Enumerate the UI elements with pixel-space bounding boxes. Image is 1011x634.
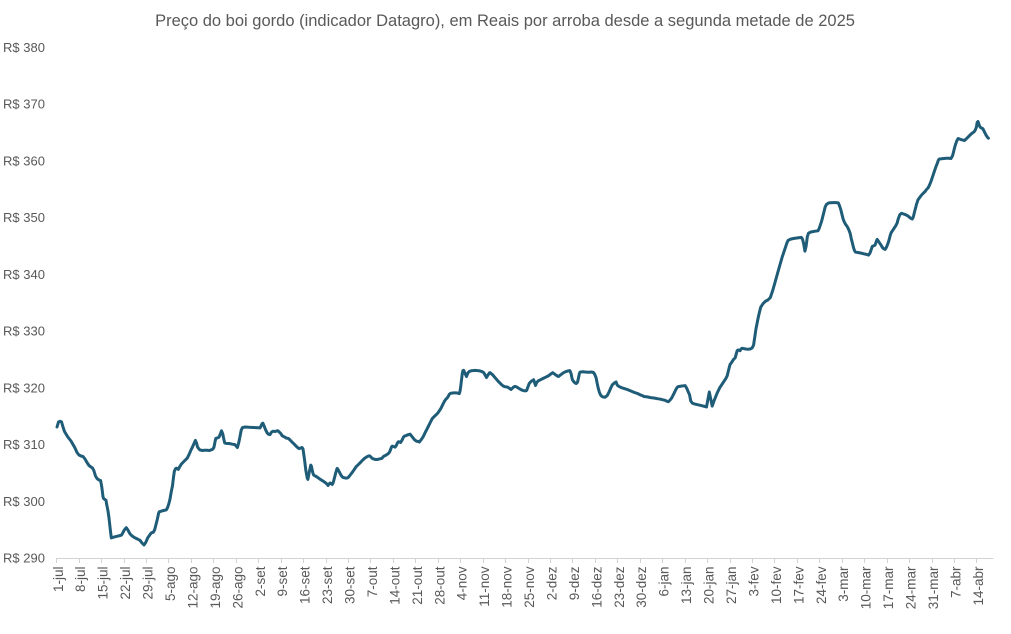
- svg-text:23-set: 23-set: [320, 566, 335, 604]
- svg-text:5-ago: 5-ago: [163, 567, 178, 602]
- svg-text:26-ago: 26-ago: [230, 567, 245, 609]
- svg-text:3-fev: 3-fev: [746, 566, 761, 596]
- svg-text:R$ 290: R$ 290: [3, 551, 45, 566]
- svg-text:R$ 350: R$ 350: [3, 210, 45, 225]
- svg-text:R$ 370: R$ 370: [3, 97, 45, 112]
- svg-text:1-jul: 1-jul: [51, 567, 66, 593]
- svg-text:13-jan: 13-jan: [679, 567, 694, 605]
- svg-text:25-nov: 25-nov: [522, 566, 537, 608]
- svg-text:14-abr: 14-abr: [971, 566, 986, 606]
- svg-text:11-nov: 11-nov: [477, 566, 492, 607]
- svg-text:16-set: 16-set: [298, 566, 313, 604]
- svg-text:R$ 330: R$ 330: [3, 324, 45, 339]
- svg-text:12-ago: 12-ago: [185, 567, 200, 609]
- svg-text:18-nov: 18-nov: [500, 566, 515, 608]
- svg-text:16-dez: 16-dez: [589, 566, 604, 608]
- svg-text:23-dez: 23-dez: [612, 566, 627, 608]
- svg-text:10-fev: 10-fev: [769, 566, 784, 604]
- svg-text:28-out: 28-out: [432, 566, 447, 605]
- svg-text:21-out: 21-out: [410, 566, 425, 605]
- svg-text:2-set: 2-set: [253, 566, 268, 596]
- svg-text:Preço do boi gordo (indicador: Preço do boi gordo (indicador Datagro), …: [155, 12, 855, 30]
- svg-text:24-fev: 24-fev: [814, 566, 829, 604]
- svg-text:10-mar: 10-mar: [859, 566, 874, 609]
- svg-text:30-dez: 30-dez: [634, 566, 649, 608]
- svg-text:27-jan: 27-jan: [724, 567, 739, 605]
- svg-text:15-jul: 15-jul: [96, 567, 111, 600]
- svg-text:24-mar: 24-mar: [904, 566, 919, 609]
- svg-text:17-fev: 17-fev: [791, 566, 806, 604]
- svg-text:R$ 300: R$ 300: [3, 494, 45, 509]
- svg-text:14-out: 14-out: [387, 566, 402, 605]
- svg-text:4-nov: 4-nov: [455, 566, 470, 600]
- svg-text:R$ 380: R$ 380: [3, 40, 45, 55]
- svg-text:22-jul: 22-jul: [118, 567, 133, 600]
- svg-text:2-dez: 2-dez: [545, 566, 560, 600]
- svg-text:R$ 360: R$ 360: [3, 153, 45, 168]
- svg-text:17-mar: 17-mar: [881, 566, 896, 609]
- svg-text:9-set: 9-set: [275, 566, 290, 596]
- svg-text:R$ 320: R$ 320: [3, 380, 45, 395]
- svg-text:8-jul: 8-jul: [73, 567, 88, 593]
- svg-text:9-dez: 9-dez: [567, 566, 582, 600]
- svg-text:20-jan: 20-jan: [702, 567, 717, 605]
- svg-text:R$ 340: R$ 340: [3, 267, 45, 282]
- svg-text:29-jul: 29-jul: [141, 567, 156, 600]
- svg-text:R$ 310: R$ 310: [3, 437, 45, 452]
- svg-text:19-ago: 19-ago: [208, 567, 223, 609]
- svg-text:7-out: 7-out: [365, 566, 380, 597]
- svg-text:30-set: 30-set: [343, 566, 358, 604]
- svg-text:31-mar: 31-mar: [926, 566, 941, 609]
- svg-text:6-jan: 6-jan: [657, 567, 672, 597]
- svg-text:3-mar: 3-mar: [836, 566, 851, 602]
- svg-text:7-abr: 7-abr: [948, 566, 963, 598]
